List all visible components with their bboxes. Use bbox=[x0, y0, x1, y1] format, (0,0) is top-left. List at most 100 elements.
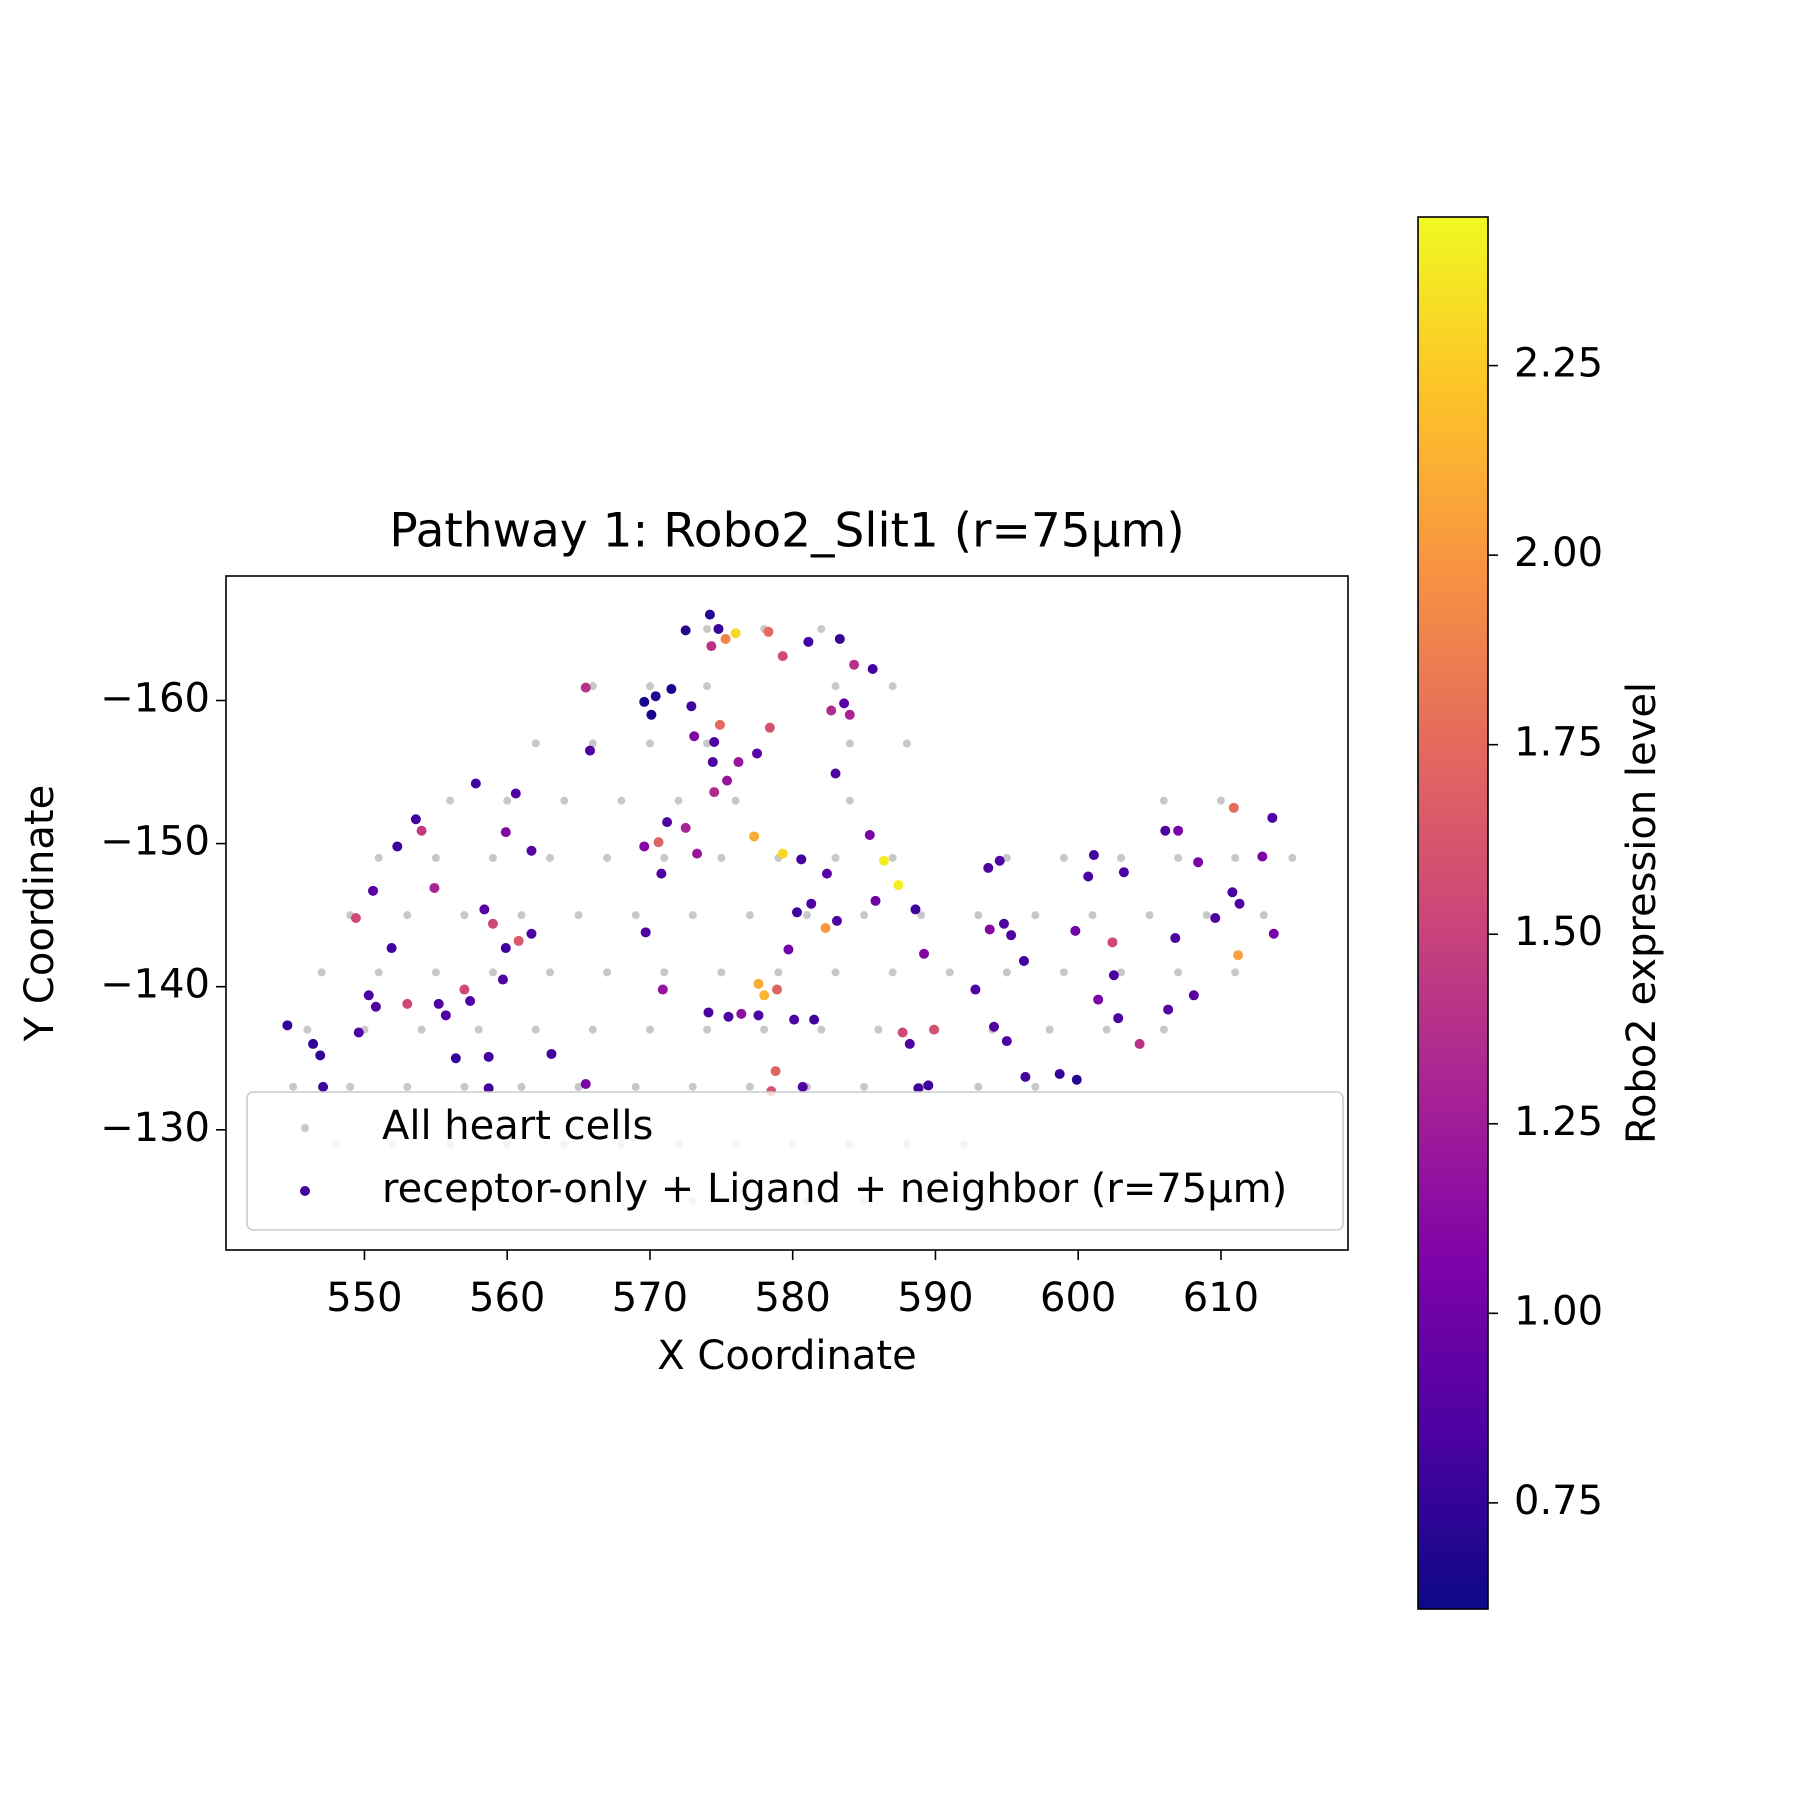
expression-point bbox=[764, 722, 775, 733]
cell-point bbox=[1102, 1025, 1111, 1034]
expression-point bbox=[666, 684, 677, 695]
cell-point bbox=[431, 853, 440, 862]
cell-point bbox=[460, 911, 469, 920]
expression-point bbox=[759, 990, 770, 1001]
expression-point bbox=[830, 768, 841, 779]
cell-point bbox=[902, 739, 911, 748]
expression-point bbox=[706, 641, 717, 652]
expression-point bbox=[709, 787, 720, 798]
cell-point bbox=[403, 911, 412, 920]
expression-point bbox=[416, 825, 427, 836]
expression-point bbox=[689, 731, 700, 742]
expression-point bbox=[656, 868, 667, 879]
cell-point bbox=[1031, 911, 1040, 920]
expression-point bbox=[513, 935, 524, 946]
cell-point bbox=[688, 1082, 697, 1091]
expression-point bbox=[821, 868, 832, 879]
expression-point bbox=[1006, 930, 1017, 941]
expression-point bbox=[736, 1008, 747, 1019]
expression-point bbox=[580, 1079, 591, 1090]
cell-point bbox=[1288, 853, 1297, 862]
expression-point bbox=[483, 1051, 494, 1062]
legend-label: receptor-only + Ligand + neighbor (r=75µ… bbox=[382, 1166, 1287, 1212]
x-tick-label: 560 bbox=[469, 1275, 545, 1321]
expression-point bbox=[929, 1024, 940, 1035]
cell-point bbox=[974, 1082, 983, 1091]
cell-point bbox=[303, 1025, 312, 1034]
expression-point bbox=[1083, 871, 1094, 882]
cell-point bbox=[374, 968, 383, 977]
colorbar-tick-label: 2.25 bbox=[1514, 341, 1603, 387]
expression-point bbox=[789, 1014, 800, 1025]
cell-point bbox=[660, 968, 669, 977]
cell-point bbox=[845, 739, 854, 748]
x-tick-label: 600 bbox=[1040, 1275, 1116, 1321]
expression-point bbox=[893, 880, 904, 891]
expression-point bbox=[402, 998, 413, 1009]
expression-point bbox=[777, 651, 788, 662]
expression-point bbox=[450, 1053, 461, 1064]
expression-point bbox=[984, 924, 995, 935]
expression-point bbox=[315, 1050, 326, 1061]
cell-point bbox=[717, 853, 726, 862]
cell-point bbox=[1031, 1082, 1040, 1091]
cell-point bbox=[546, 968, 555, 977]
colorbar bbox=[1417, 216, 1489, 1610]
colorbar-tick-label: 1.00 bbox=[1514, 1288, 1603, 1334]
expression-point bbox=[777, 848, 788, 859]
expression-point bbox=[680, 822, 691, 833]
cell-point bbox=[1002, 853, 1011, 862]
expression-point bbox=[753, 1010, 764, 1021]
expression-point bbox=[580, 682, 591, 693]
cell-point bbox=[488, 853, 497, 862]
cell-point bbox=[774, 968, 783, 977]
cell-point bbox=[289, 1082, 298, 1091]
expression-point bbox=[1070, 925, 1081, 936]
x-tick-label: 550 bbox=[326, 1275, 402, 1321]
expression-point bbox=[1228, 802, 1239, 813]
cell-point bbox=[917, 911, 926, 920]
y-tick-label: −150 bbox=[100, 819, 210, 865]
expression-point bbox=[1113, 1013, 1124, 1024]
cell-point bbox=[874, 1025, 883, 1034]
expression-point bbox=[686, 701, 697, 712]
expression-point bbox=[639, 696, 650, 707]
expression-point bbox=[410, 814, 421, 825]
expression-point bbox=[318, 1081, 329, 1092]
expression-point bbox=[831, 915, 842, 926]
expression-point bbox=[479, 904, 490, 915]
expression-point bbox=[1134, 1038, 1145, 1049]
x-tick-label: 610 bbox=[1183, 1275, 1259, 1321]
expression-point bbox=[368, 885, 379, 896]
cell-point bbox=[503, 796, 512, 805]
cell-point bbox=[1045, 1025, 1054, 1034]
expression-point bbox=[730, 628, 741, 639]
expression-point bbox=[459, 984, 470, 995]
expression-point bbox=[1093, 994, 1104, 1005]
expression-point bbox=[826, 705, 837, 716]
expression-point bbox=[752, 748, 763, 759]
expression-point bbox=[470, 778, 481, 789]
expression-point bbox=[844, 709, 855, 720]
cell-point bbox=[860, 1082, 869, 1091]
expression-point bbox=[433, 998, 444, 1009]
expression-point bbox=[1268, 928, 1279, 939]
expression-point bbox=[465, 996, 476, 1007]
expression-point bbox=[662, 817, 673, 828]
x-tick-label: 570 bbox=[612, 1275, 688, 1321]
expression-point bbox=[910, 904, 921, 915]
expression-point bbox=[763, 626, 774, 637]
cell-point bbox=[603, 968, 612, 977]
cell-point bbox=[460, 1082, 469, 1091]
expression-point bbox=[363, 990, 374, 1001]
expression-point bbox=[692, 848, 703, 859]
expression-point bbox=[585, 745, 596, 756]
y-tick-label: −160 bbox=[100, 675, 210, 721]
cell-point bbox=[645, 682, 654, 691]
expression-point bbox=[1257, 851, 1268, 862]
cell-point bbox=[403, 1082, 412, 1091]
expression-point bbox=[983, 862, 994, 873]
cell-point bbox=[674, 796, 683, 805]
cell-point bbox=[546, 853, 555, 862]
cell-point bbox=[1231, 968, 1240, 977]
